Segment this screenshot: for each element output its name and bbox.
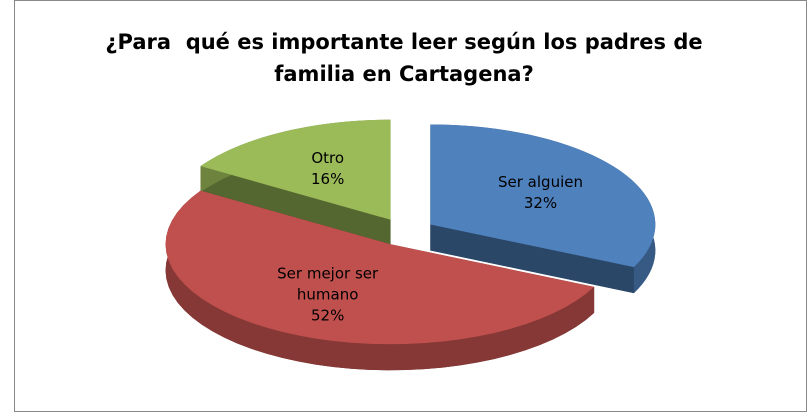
data-label: Otro 16%: [258, 148, 398, 190]
data-label: Ser alguien 32%: [471, 172, 611, 214]
value-label: 32%: [523, 194, 558, 213]
slice-wall: [430, 224, 634, 294]
value-label: 16%: [311, 169, 345, 188]
category-label: Otro: [311, 148, 345, 167]
slice-wall: [200, 166, 391, 246]
slice: [165, 190, 595, 345]
category-label: Ser mejor ser humano: [277, 264, 379, 304]
chart-title: ¿Para qué es importante leer según los p…: [105, 30, 703, 86]
value-label: 52%: [311, 306, 345, 325]
slice: [200, 119, 391, 220]
data-label: Ser mejor ser humano 52%: [258, 264, 398, 327]
slice: [430, 124, 656, 268]
category-label: Ser alguien: [498, 173, 583, 192]
